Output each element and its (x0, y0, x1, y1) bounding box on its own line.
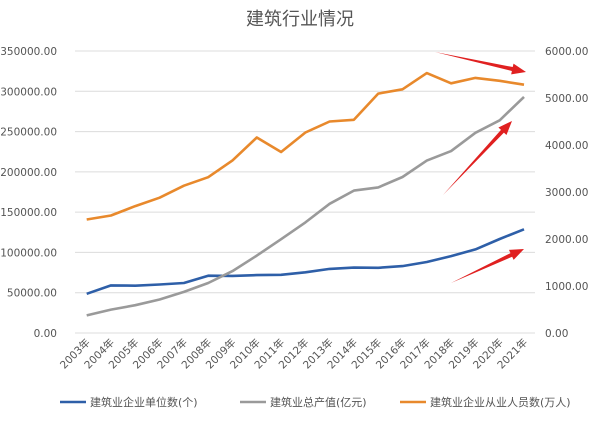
x-axis-ticks: 2003年2004年2005年2006年2007年2008年2009年2010年… (57, 336, 530, 372)
chart-title: 建筑行业情况 (246, 9, 354, 30)
right-tick-label: 3000.00 (545, 187, 588, 199)
left-axis-ticks: 0.00 50000.00 100000.00 150000.00 200000.00 2… (0, 46, 57, 340)
legend-label: 建筑业企业从业人员数(万人) (430, 395, 571, 409)
right-tick-label: 5000.00 (545, 93, 588, 105)
series-line-0 (87, 229, 524, 293)
gridlines (75, 51, 535, 333)
left-tick-label: 50000.00 (7, 288, 57, 300)
left-tick-label: 300000.00 (0, 86, 57, 98)
legend-label: 建筑业企业单位数(个) (90, 395, 198, 409)
right-axis-ticks: 0.00 1000.00 2000.00 3000.00 4000.00 5000.00 6… (545, 46, 588, 340)
left-tick-label: 0.00 (34, 328, 57, 340)
left-tick-label: 150000.00 (0, 207, 57, 219)
right-tick-label: 0.00 (545, 328, 568, 340)
red-arrow (435, 52, 526, 74)
legend-label: 建筑业总产值(亿元) (270, 395, 367, 409)
left-tick-label: 350000.00 (0, 46, 57, 58)
right-tick-label: 2000.00 (545, 234, 588, 246)
left-tick-label: 200000.00 (0, 167, 57, 179)
series-lines (87, 73, 525, 315)
right-tick-label: 1000.00 (545, 281, 588, 293)
right-tick-label: 4000.00 (545, 140, 588, 152)
left-tick-label: 100000.00 (0, 247, 57, 259)
series-line-1 (87, 97, 524, 316)
right-tick-label: 6000.00 (545, 46, 588, 58)
left-tick-label: 250000.00 (0, 127, 57, 139)
legend: 建筑业企业单位数(个) 建筑业总产值(亿元) 建筑业企业从业人员数(万人) (60, 395, 571, 409)
